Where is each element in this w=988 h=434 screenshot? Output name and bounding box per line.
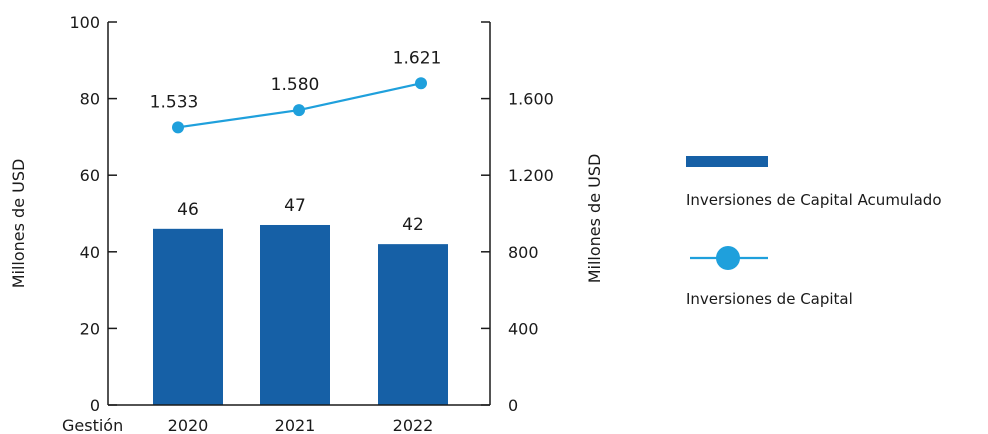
bar-data-label: 42: [402, 215, 424, 235]
line-point-2021: [293, 104, 305, 117]
line-series: 1.533 1.580 1.621: [150, 48, 442, 134]
legend-bar-label: Inversiones de Capital Acumulado: [686, 191, 942, 209]
line-data-label: 1.580: [271, 75, 320, 95]
right-y-axis: 0 400 800 1.200 1.600 Millones de USD: [481, 21, 604, 415]
right-tick-label: 1.600: [508, 90, 554, 109]
bar-series: 46 47 42: [153, 196, 448, 405]
x-axis-caption: Gestión: [62, 416, 123, 434]
bar-2021: [260, 224, 330, 405]
left-tick-label: 0: [90, 396, 100, 415]
right-tick-label: 0: [508, 396, 518, 415]
right-tick-label: 1.200: [508, 166, 554, 185]
left-tick-label: 60: [80, 166, 100, 185]
left-tick-label: 20: [80, 319, 100, 338]
bar-2022: [378, 244, 448, 405]
line-point-2022: [415, 77, 427, 90]
bar-2020: [153, 228, 223, 405]
left-y-axis: 0 20 40 60 80 100 Millones de USD: [9, 13, 117, 415]
x-tick-label: 2022: [393, 416, 434, 434]
legend-line-label: Inversiones de Capital: [686, 290, 853, 308]
x-tick-label: 2021: [275, 416, 316, 434]
right-axis-title: Millones de USD: [585, 154, 604, 284]
left-axis-title: Millones de USD: [9, 159, 28, 289]
bar-data-label: 47: [284, 196, 306, 216]
line-data-label: 1.533: [150, 92, 199, 112]
left-tick-label: 40: [80, 243, 100, 262]
line-point-2020: [172, 121, 184, 134]
right-tick-label: 800: [508, 243, 539, 262]
left-tick-label: 100: [69, 13, 100, 32]
legend: Inversiones de Capital Acumulado Inversio…: [686, 156, 942, 308]
left-tick-label: 80: [80, 90, 100, 109]
bar-data-label: 46: [177, 200, 199, 220]
right-tick-label: 400: [508, 319, 539, 338]
x-tick-label: 2020: [168, 416, 209, 434]
legend-marker-swatch: [716, 246, 740, 270]
x-axis: Gestión 2020 2021 2022: [62, 404, 490, 434]
legend-bar-swatch: [686, 156, 768, 167]
line-data-label: 1.621: [393, 48, 442, 68]
